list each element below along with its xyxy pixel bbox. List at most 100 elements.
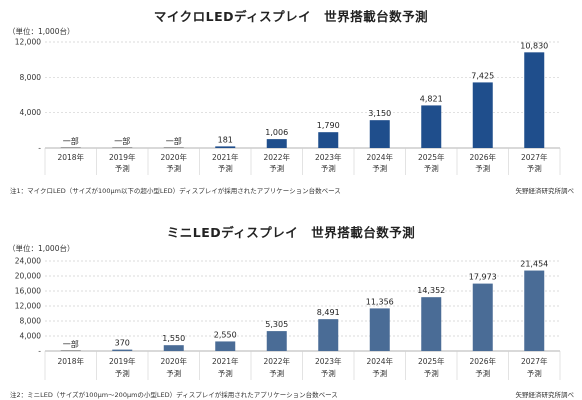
- data-label: 370: [115, 339, 130, 348]
- x-tick-sublabel: 予測: [166, 368, 181, 378]
- x-tick-sublabel: 予測: [269, 163, 284, 173]
- bar: [524, 270, 545, 351]
- bar: [266, 331, 287, 351]
- chart-source: 矢野経済研究所調べ: [515, 391, 575, 399]
- x-tick-sublabel: 予測: [424, 163, 439, 173]
- bar: [215, 146, 236, 148]
- x-tick-label: 2024年: [366, 356, 393, 366]
- x-tick-label: 2018年: [57, 356, 84, 366]
- data-label: 181: [218, 135, 233, 144]
- data-label: 2,550: [214, 330, 237, 339]
- y-tick-label: 4,000: [20, 108, 42, 117]
- mini-led-chart-panel: ミニLEDディスプレイ 世界搭載台数予測 （単位：1,000台） - 4,000 8…: [0, 200, 582, 400]
- data-label: 一部: [166, 136, 182, 146]
- x-tick-sublabel: 予測: [424, 368, 439, 378]
- x-tick-sublabel: 予測: [475, 368, 490, 378]
- bar: [369, 308, 390, 351]
- x-tick-label: 2022年: [263, 152, 290, 162]
- x-tick-sublabel: 予測: [115, 163, 130, 173]
- x-tick-sublabel: 予測: [527, 368, 542, 378]
- bar: [266, 139, 287, 148]
- x-tick-label: 2022年: [263, 356, 290, 366]
- x-tick-label: 2026年: [469, 356, 496, 366]
- bar: [318, 319, 339, 351]
- y-tick-label: 8,000: [20, 73, 42, 82]
- x-tick-label: 2023年: [315, 356, 342, 366]
- bar: [163, 345, 184, 351]
- chart-title: ミニLEDディスプレイ 世界搭載台数予測: [166, 225, 416, 240]
- x-tick-label: 2027年: [521, 356, 548, 366]
- x-tick-sublabel: 予測: [372, 163, 387, 173]
- bar: [163, 147, 184, 148]
- bar: [60, 350, 81, 351]
- bar: [112, 349, 133, 351]
- y-tick-label: 4,000: [20, 332, 42, 341]
- data-label: 8,491: [317, 308, 340, 317]
- chart-title: マイクロLEDディスプレイ 世界搭載台数予測: [153, 9, 429, 24]
- data-label: 7,425: [471, 71, 494, 80]
- x-tick-label: 2027年: [521, 152, 548, 162]
- y-tick-label: -: [38, 347, 41, 356]
- bar: [369, 120, 390, 148]
- x-tick-label: 2025年: [418, 356, 445, 366]
- data-label: 10,830: [520, 41, 548, 50]
- data-label: 5,305: [265, 320, 288, 329]
- bar: [524, 52, 545, 148]
- x-tick-label: 2021年: [212, 152, 239, 162]
- x-tick-label: 2018年: [57, 152, 84, 162]
- chart-source: 矢野経済研究所調べ: [515, 187, 575, 195]
- y-tick-label: -: [38, 144, 41, 153]
- data-label: 1,790: [317, 121, 340, 130]
- x-tick-label: 2020年: [160, 356, 187, 366]
- x-tick-sublabel: 予測: [218, 163, 233, 173]
- y-tick-label: 8,000: [20, 317, 42, 326]
- data-label: 3,150: [368, 109, 391, 118]
- x-tick-sublabel: 予測: [218, 368, 233, 378]
- x-tick-sublabel: 予測: [527, 163, 542, 173]
- bar: [112, 147, 133, 148]
- x-tick-sublabel: 予測: [372, 368, 387, 378]
- bar: [318, 132, 339, 148]
- data-label: 21,454: [520, 260, 548, 269]
- x-tick-label: 2019年: [109, 356, 136, 366]
- chart-note: 注1：マイクロLED（サイズが100µm以下の超小型LED）ディスプレイが採用さ…: [10, 187, 341, 195]
- mini-led-bar-chart: - 4,000 8,000 12,000 16,000 20,000 24,000 一部 201…: [15, 257, 561, 380]
- data-label: 17,973: [469, 273, 497, 282]
- x-tick-sublabel: 予測: [321, 368, 336, 378]
- x-tick-sublabel: 予測: [166, 163, 181, 173]
- y-tick-label: 20,000: [15, 272, 41, 281]
- data-label: 1,006: [265, 128, 288, 137]
- x-tick-label: 2019年: [109, 152, 136, 162]
- bar: [421, 297, 442, 351]
- data-label: 一部: [114, 136, 130, 146]
- data-label: 14,352: [417, 286, 445, 295]
- data-label: 11,356: [366, 297, 394, 306]
- y-tick-label: 12,000: [15, 302, 41, 311]
- bar: [215, 341, 236, 351]
- x-tick-sublabel: 予測: [475, 163, 490, 173]
- data-label: 一部: [63, 136, 79, 146]
- x-tick-label: 2023年: [315, 152, 342, 162]
- y-tick-label: 16,000: [15, 287, 41, 296]
- x-tick-label: 2025年: [418, 152, 445, 162]
- data-label: 一部: [63, 339, 79, 349]
- x-tick-sublabel: 予測: [321, 163, 336, 173]
- x-tick-sublabel: 予測: [115, 368, 130, 378]
- bar: [421, 105, 442, 148]
- unit-label: （単位：1,000台）: [8, 244, 75, 253]
- unit-label: （単位：1,000台）: [8, 27, 75, 36]
- y-tick-label: 24,000: [15, 257, 41, 266]
- micro-led-chart-panel: マイクロLEDディスプレイ 世界搭載台数予測 （単位：1,000台） - 4,00…: [0, 0, 582, 198]
- data-label: 4,821: [420, 94, 443, 103]
- y-tick-label: 12,000: [15, 38, 41, 47]
- bar: [60, 147, 81, 148]
- bar: [472, 283, 493, 351]
- chart-note: 注2：ミニLED（サイズが100µm～200µmの小型LED）ディスプレイが採用…: [10, 391, 338, 399]
- x-tick-label: 2024年: [366, 152, 393, 162]
- x-tick-label: 2021年: [212, 356, 239, 366]
- data-label: 1,550: [162, 334, 185, 343]
- x-tick-sublabel: 予測: [269, 368, 284, 378]
- x-tick-label: 2020年: [160, 152, 187, 162]
- x-tick-label: 2026年: [469, 152, 496, 162]
